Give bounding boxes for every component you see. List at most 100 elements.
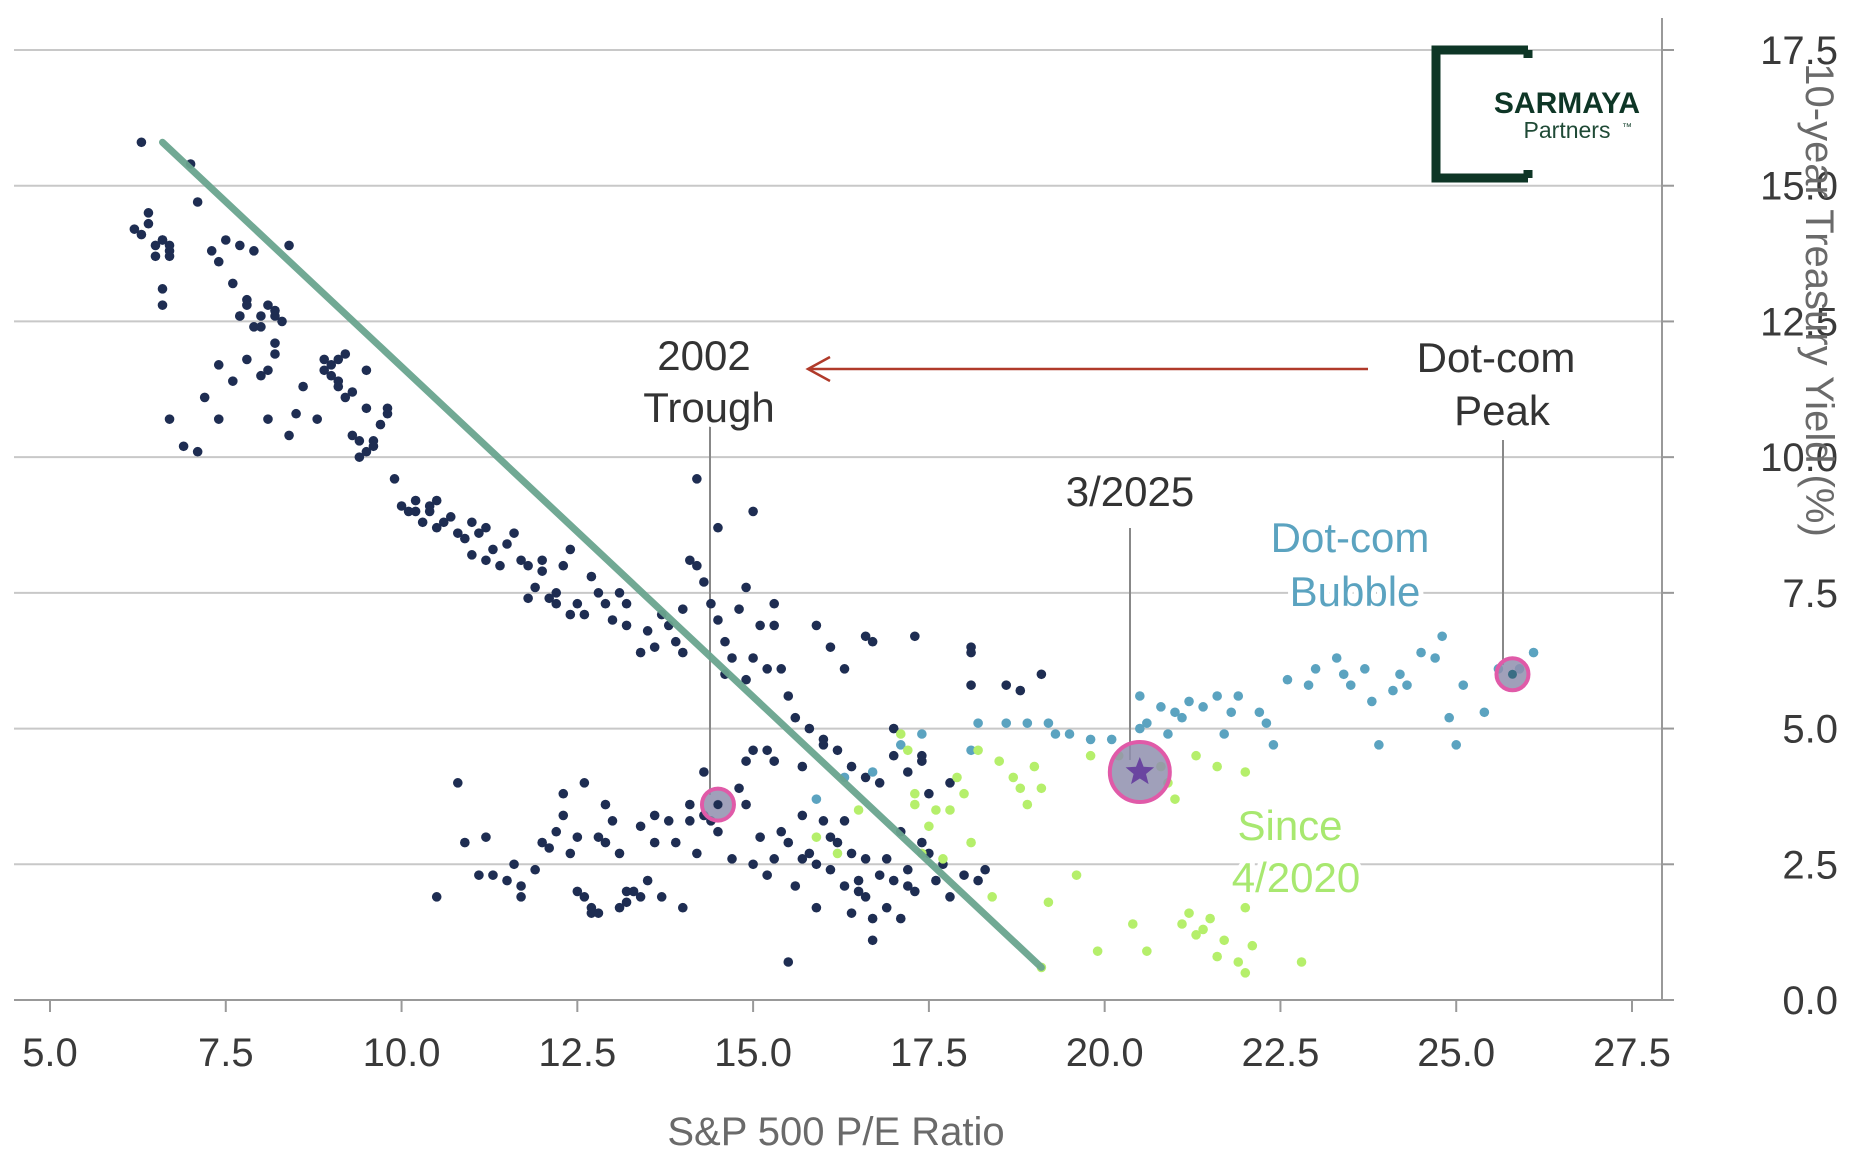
- data-point: [361, 365, 372, 376]
- data-point-dotcom: [1106, 734, 1117, 745]
- data-point: [410, 495, 421, 506]
- data-point-dotcom: [1282, 674, 1293, 685]
- data-point-since-2020: [1240, 767, 1251, 777]
- data-point: [340, 349, 351, 359]
- data-point: [565, 848, 576, 859]
- data-point: [277, 316, 287, 327]
- data-point: [270, 338, 280, 348]
- data-point: [621, 886, 632, 897]
- since-2020-label-line1: Since: [1237, 802, 1342, 849]
- data-point: [284, 240, 294, 251]
- data-point: [980, 864, 990, 875]
- data-point: [685, 816, 695, 826]
- trough-label-line2: Trough: [643, 384, 775, 431]
- data-point: [453, 528, 463, 538]
- data-point: [256, 370, 266, 381]
- y-axis-title: 10-year Treasury Yield (%): [1797, 63, 1841, 537]
- data-point-dotcom: [1367, 696, 1377, 707]
- x-tick-label: 15.0: [714, 1031, 792, 1075]
- data-point-since-2020: [973, 745, 983, 756]
- data-point: [481, 832, 491, 842]
- data-point: [242, 300, 252, 310]
- data-point: [312, 414, 322, 424]
- x-tick-label: 5.0: [22, 1031, 78, 1075]
- mar2025-label: 3/2025: [1066, 468, 1194, 515]
- data-point: [509, 859, 519, 870]
- data-point: [319, 354, 330, 365]
- data-point: [551, 588, 562, 598]
- data-point: [678, 647, 688, 658]
- data-point: [931, 875, 941, 886]
- data-point-dotcom: [1360, 664, 1370, 674]
- data-point: [853, 875, 864, 886]
- data-point-dotcom: [1402, 680, 1412, 690]
- data-point: [874, 870, 885, 880]
- data-point: [150, 240, 161, 251]
- data-point: [678, 604, 688, 614]
- data-point: [431, 892, 442, 902]
- data-point: [917, 750, 927, 761]
- data-point: [424, 506, 435, 517]
- data-point: [410, 506, 421, 517]
- data-point: [649, 810, 660, 821]
- data-point: [846, 848, 857, 859]
- data-point: [516, 892, 526, 902]
- data-point-dotcom: [1416, 647, 1426, 658]
- data-point: [818, 740, 829, 750]
- data-point: [136, 137, 147, 148]
- data-point: [867, 636, 878, 647]
- data-point: [734, 783, 744, 794]
- data-point: [368, 441, 379, 452]
- data-point-dotcom: [1135, 691, 1145, 701]
- data-point-dotcom: [1184, 696, 1194, 707]
- data-point: [396, 501, 407, 511]
- data-point-since-2020: [1240, 902, 1251, 913]
- data-point-dotcom: [867, 767, 878, 777]
- data-point: [537, 566, 547, 576]
- since-2020-label-line2: 4/2020: [1232, 854, 1360, 901]
- data-point: [467, 517, 477, 528]
- data-point: [924, 788, 934, 799]
- data-point: [642, 626, 653, 636]
- y-tick-label: 5.0: [1782, 708, 1838, 752]
- data-point-since-2020: [966, 837, 976, 848]
- data-point: [692, 474, 702, 484]
- data-point-since-2020: [1043, 897, 1054, 908]
- data-point-since-2020: [1022, 799, 1033, 810]
- data-point: [340, 392, 351, 403]
- data-point: [502, 539, 512, 549]
- data-point: [572, 886, 583, 897]
- data-point: [917, 837, 927, 848]
- x-tick-label: 27.5: [1593, 1031, 1671, 1075]
- data-point: [579, 778, 590, 788]
- data-point-since-2020: [1008, 772, 1019, 783]
- data-point-dotcom: [1170, 707, 1180, 718]
- data-point: [959, 870, 969, 880]
- data-point: [565, 609, 576, 620]
- data-point-dotcom: [1444, 712, 1454, 723]
- data-point-since-2020: [1247, 940, 1258, 951]
- data-point: [593, 832, 604, 842]
- data-point-since-2020: [1170, 794, 1180, 804]
- data-point: [319, 365, 330, 376]
- data-point: [867, 935, 878, 946]
- data-point: [713, 522, 723, 533]
- data-point: [206, 246, 217, 256]
- data-point-since-2020: [994, 756, 1004, 766]
- data-point: [249, 246, 259, 256]
- highlight-center-dot: [1507, 669, 1517, 679]
- series-dotcom-bubble: [811, 631, 1539, 804]
- data-point-dotcom: [1198, 702, 1208, 712]
- peak-label-line2: Peak: [1454, 387, 1551, 434]
- data-point: [600, 837, 611, 848]
- data-point: [762, 664, 772, 674]
- data-point: [235, 311, 245, 321]
- data-point-since-2020: [1296, 957, 1307, 967]
- data-point-dotcom: [1212, 691, 1222, 701]
- data-point: [481, 522, 491, 533]
- data-point: [635, 821, 646, 832]
- data-point: [720, 636, 730, 647]
- data-point: [284, 430, 294, 441]
- data-point: [860, 892, 871, 902]
- data-point: [572, 598, 583, 609]
